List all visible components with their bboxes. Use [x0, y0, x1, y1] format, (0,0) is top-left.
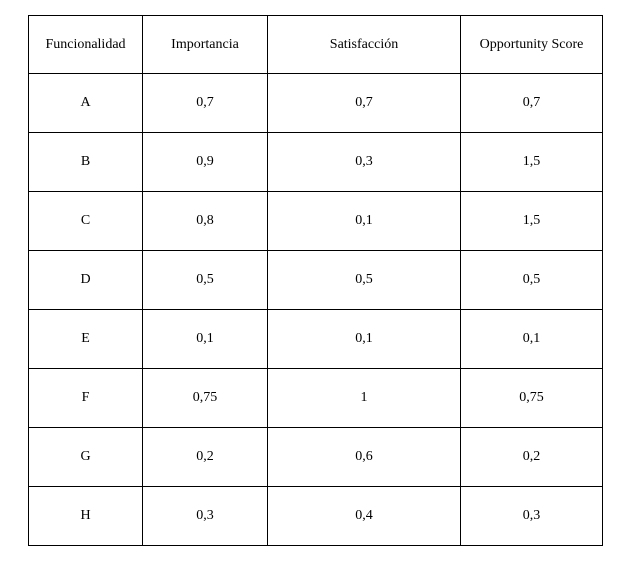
table-row: F 0,75 1 0,75 [28, 368, 603, 428]
cell-opportunity-score: 0,75 [460, 368, 603, 428]
cell-satisfaccion: 0,7 [267, 73, 461, 133]
table-row: B 0,9 0,3 1,5 [28, 132, 603, 192]
cell-opportunity-score: 0,2 [460, 427, 603, 487]
table-header-row: Funcionalidad Importancia Satisfacción O… [28, 15, 603, 74]
cell-importancia: 0,2 [142, 427, 268, 487]
cell-importancia: 0,7 [142, 73, 268, 133]
cell-importancia: 0,3 [142, 486, 268, 546]
cell-importancia: 0,8 [142, 191, 268, 251]
cell-importancia: 0,9 [142, 132, 268, 192]
cell-satisfaccion: 1 [267, 368, 461, 428]
table-row: E 0,1 0,1 0,1 [28, 309, 603, 369]
cell-opportunity-score: 1,5 [460, 132, 603, 192]
cell-satisfaccion: 0,5 [267, 250, 461, 310]
table-row: H 0,3 0,4 0,3 [28, 486, 603, 546]
cell-opportunity-score: 0,7 [460, 73, 603, 133]
cell-satisfaccion: 0,1 [267, 191, 461, 251]
cell-funcionalidad: E [28, 309, 143, 369]
cell-opportunity-score: 0,1 [460, 309, 603, 369]
cell-satisfaccion: 0,3 [267, 132, 461, 192]
column-header-opportunity-score: Opportunity Score [460, 15, 603, 74]
table-row: D 0,5 0,5 0,5 [28, 250, 603, 310]
opportunity-score-table: Funcionalidad Importancia Satisfacción O… [28, 15, 603, 546]
table-row: C 0,8 0,1 1,5 [28, 191, 603, 251]
cell-opportunity-score: 0,5 [460, 250, 603, 310]
column-header-funcionalidad: Funcionalidad [28, 15, 143, 74]
cell-funcionalidad: H [28, 486, 143, 546]
cell-importancia: 0,75 [142, 368, 268, 428]
cell-opportunity-score: 1,5 [460, 191, 603, 251]
table-row: A 0,7 0,7 0,7 [28, 73, 603, 133]
cell-satisfaccion: 0,6 [267, 427, 461, 487]
cell-importancia: 0,1 [142, 309, 268, 369]
cell-satisfaccion: 0,4 [267, 486, 461, 546]
cell-opportunity-score: 0,3 [460, 486, 603, 546]
cell-importancia: 0,5 [142, 250, 268, 310]
cell-funcionalidad: C [28, 191, 143, 251]
cell-funcionalidad: F [28, 368, 143, 428]
cell-funcionalidad: A [28, 73, 143, 133]
column-header-importancia: Importancia [142, 15, 268, 74]
cell-satisfaccion: 0,1 [267, 309, 461, 369]
table-row: G 0,2 0,6 0,2 [28, 427, 603, 487]
cell-funcionalidad: D [28, 250, 143, 310]
column-header-satisfaccion: Satisfacción [267, 15, 461, 74]
cell-funcionalidad: B [28, 132, 143, 192]
cell-funcionalidad: G [28, 427, 143, 487]
